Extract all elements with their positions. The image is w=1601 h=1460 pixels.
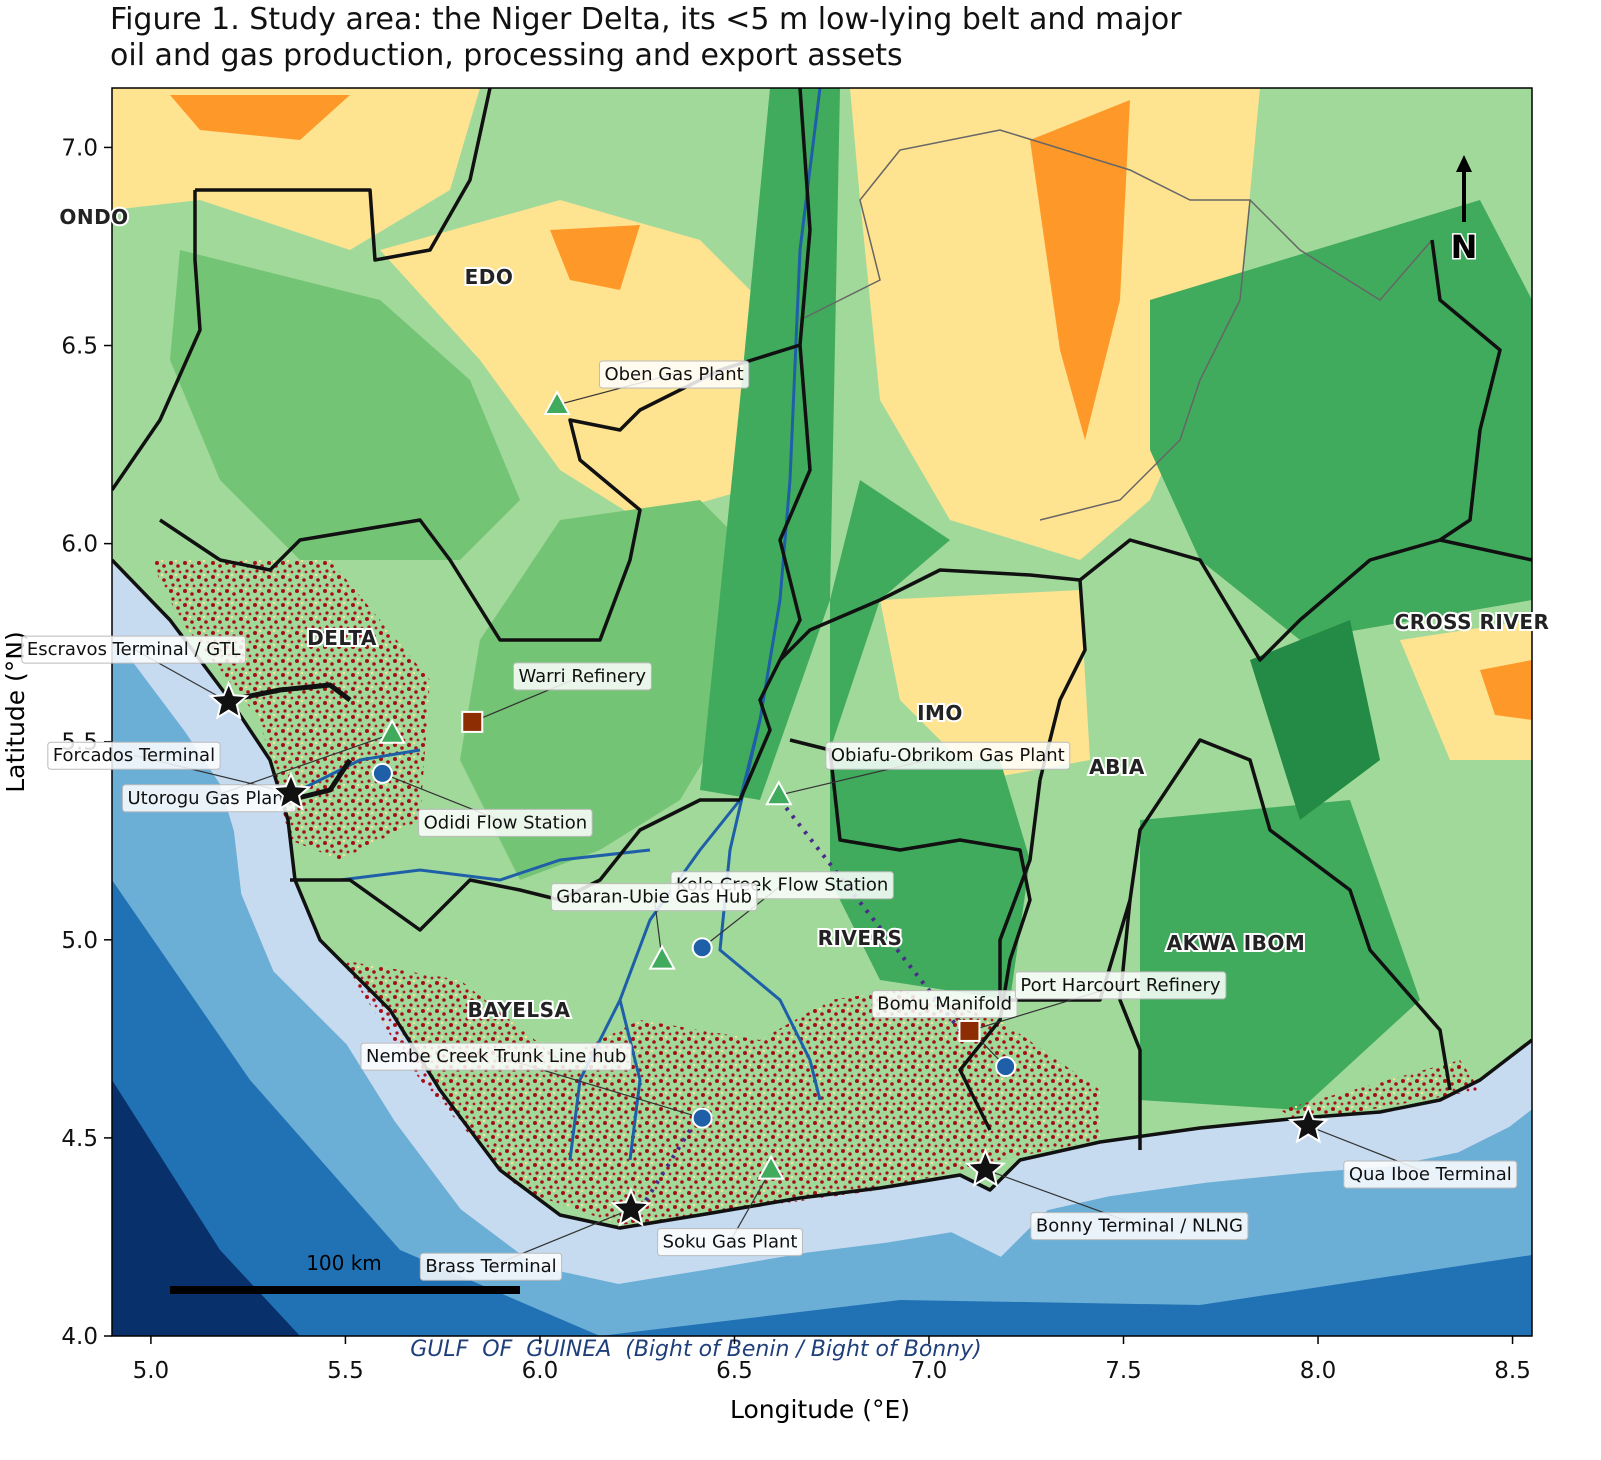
- x-tick-label: 8.5: [1494, 1358, 1531, 1384]
- asset-name: Odidi Flow Station: [424, 812, 588, 833]
- asset-name: Soku Gas Plant: [663, 1232, 798, 1253]
- label-box: [418, 808, 593, 837]
- asset-name: Bonny Terminal / NLNG: [1036, 1216, 1243, 1237]
- gas-plant-marker: [757, 1154, 785, 1180]
- x-axis-label: Longitude (°E): [730, 1395, 910, 1424]
- asset-label: Port Harcourt Refinery: [1014, 971, 1227, 1000]
- label-box: [657, 1228, 803, 1257]
- asset-name: Brass Terminal: [425, 1256, 556, 1277]
- terminal-marker: [610, 1187, 652, 1227]
- refinery-marker: [958, 1019, 981, 1042]
- asset-name: Nembe Creek Trunk Line hub: [366, 1046, 626, 1067]
- asset-label: Odidi Flow Station: [418, 808, 593, 837]
- x-tick-label: 6.5: [716, 1358, 753, 1384]
- label-box: [1030, 1212, 1249, 1241]
- state-label: RIVERS: [818, 926, 903, 950]
- label-box: [871, 990, 1018, 1019]
- sea-label: GULF OF GUINEA (Bight of Benin / Bight o…: [410, 1337, 982, 1362]
- scale-bar-label: 100 km: [306, 1251, 382, 1275]
- asset-label: Soku Gas Plant: [657, 1228, 803, 1257]
- x-tick-label: 5.5: [327, 1358, 364, 1384]
- asset-name: Warri Refinery: [518, 666, 646, 687]
- asset-label: Gbaran-Ubie Gas Hub: [550, 883, 758, 912]
- label-box: [1343, 1160, 1518, 1189]
- label-box: [419, 1252, 563, 1281]
- label-box: [360, 1042, 632, 1071]
- x-tick-label: 6.0: [522, 1358, 559, 1384]
- asset-markers: [208, 389, 1329, 1227]
- asset-name: Bomu Manifold: [877, 994, 1012, 1015]
- x-tick-label: 7.0: [911, 1358, 948, 1384]
- asset-label: Forcados Terminal: [47, 741, 221, 770]
- y-tick-label: 6.5: [61, 334, 98, 360]
- gas-plant-marker: [648, 944, 676, 970]
- label-box: [47, 741, 221, 770]
- asset-name: Escravos Terminal / GTL: [27, 639, 241, 660]
- refinery-marker: [461, 710, 484, 733]
- flow-station-marker: [995, 1056, 1017, 1078]
- y-tick-label: 6.0: [61, 532, 98, 558]
- state-label: DELTA: [307, 626, 377, 650]
- state-label: ONDO: [59, 205, 128, 229]
- state-label: AKWA IBOM: [1167, 931, 1306, 955]
- asset-label: Brass Terminal: [419, 1252, 563, 1281]
- label-box: [825, 741, 1071, 770]
- gas-plant-marker: [543, 389, 571, 415]
- asset-label: Bomu Manifold: [871, 990, 1018, 1019]
- asset-label: Utorogu Gas Plant: [121, 784, 297, 813]
- terminal-marker: [208, 680, 250, 720]
- asset-name: Forcados Terminal: [53, 745, 215, 766]
- asset-label: Warri Refinery: [512, 662, 652, 691]
- y-tick-label: 4.5: [61, 1126, 98, 1152]
- asset-label: Oben Gas Plant: [598, 360, 750, 389]
- x-tick-label: 8.0: [1300, 1358, 1337, 1384]
- state-label: ABIA: [1089, 755, 1145, 779]
- y-tick-label: 7.0: [61, 135, 98, 161]
- asset-labels: Escravos Terminal / GTL Forcados Terminal…: [21, 360, 1518, 1281]
- asset-label: Obiafu-Obrikom Gas Plant: [825, 741, 1071, 770]
- basemap: [112, 88, 1532, 1336]
- gas-plant-marker: [765, 780, 793, 806]
- state-label: EDO: [465, 265, 514, 289]
- asset-name: Qua Iboe Terminal: [1349, 1164, 1512, 1185]
- flow-station-marker: [371, 762, 393, 784]
- asset-name: Utorogu Gas Plant: [127, 788, 290, 809]
- asset-label: Nembe Creek Trunk Line hub: [360, 1042, 632, 1071]
- asset-name: Obiafu-Obrikom Gas Plant: [831, 745, 1065, 766]
- y-tick-label: 4.0: [61, 1324, 98, 1350]
- y-tick-label: 5.0: [61, 928, 98, 954]
- x-tick-label: 7.5: [1105, 1358, 1142, 1384]
- label-box: [598, 360, 750, 389]
- label-box: [1014, 971, 1227, 1000]
- label-box: [550, 883, 758, 912]
- asset-label: Escravos Terminal / GTL: [21, 635, 247, 664]
- state-label: BAYELSA: [467, 998, 570, 1022]
- label-box: [512, 662, 652, 691]
- terminal-marker: [1287, 1104, 1329, 1144]
- x-tick-label: 5.0: [133, 1358, 170, 1384]
- terminal-marker: [270, 771, 312, 811]
- asset-name: Oben Gas Plant: [604, 364, 743, 385]
- asset-name: Port Harcourt Refinery: [1020, 975, 1220, 996]
- flow-station-marker: [691, 1107, 713, 1129]
- state-label: IMO: [917, 701, 963, 725]
- asset-label: Qua Iboe Terminal: [1343, 1160, 1518, 1189]
- asset-name: Gbaran-Ubie Gas Hub: [556, 887, 752, 908]
- terminal-marker: [964, 1147, 1006, 1188]
- flow-station-marker: [691, 937, 713, 959]
- label-box: [21, 635, 247, 664]
- map-title: Figure 1. Study area: the Niger Delta, i…: [110, 2, 1182, 73]
- asset-label: Bonny Terminal / NLNG: [1030, 1212, 1249, 1241]
- state-label: CROSS RIVER: [1395, 610, 1550, 634]
- north-label: N: [1451, 228, 1478, 266]
- gas-plant-marker: [378, 718, 406, 744]
